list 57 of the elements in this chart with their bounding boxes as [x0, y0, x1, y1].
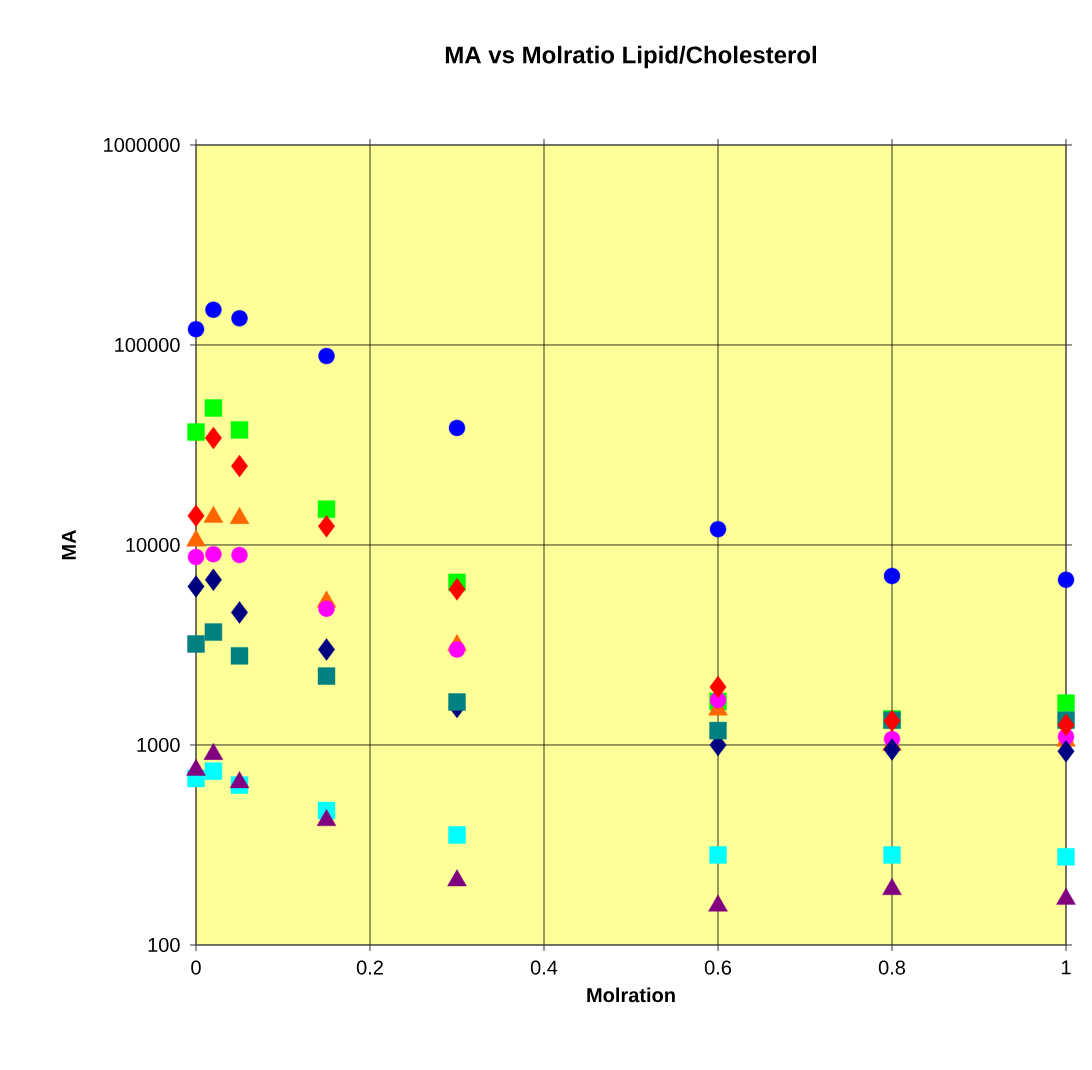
point: [709, 675, 727, 699]
point: [709, 721, 727, 740]
point: [317, 667, 336, 685]
point: [205, 545, 222, 563]
y-tick-label: 1000000: [104, 137, 180, 153]
point: [1057, 848, 1075, 866]
point: [230, 421, 249, 439]
x-tick-label: 0.8: [878, 960, 906, 975]
point: [187, 548, 205, 566]
point: [230, 647, 249, 665]
x-tick-label: 0.2: [356, 960, 383, 975]
point: [204, 426, 222, 450]
point: [1057, 740, 1075, 763]
point: [883, 738, 901, 761]
point: [187, 575, 205, 598]
point: [187, 635, 205, 653]
point: [448, 419, 466, 437]
point: [231, 454, 248, 478]
x-tick-label: 0.4: [530, 960, 558, 975]
point: [318, 347, 335, 365]
point: [231, 310, 248, 327]
point: [204, 762, 223, 780]
point: [448, 641, 466, 658]
point: [1057, 571, 1075, 588]
point: [448, 826, 466, 844]
x-tick-label: 1: [1061, 960, 1071, 975]
x-tick-label: 0.6: [704, 960, 732, 975]
x-axis-title: Molration: [587, 987, 675, 1003]
point: [1057, 694, 1075, 712]
point: [317, 500, 336, 518]
point: [231, 601, 248, 624]
y-tick-label: 1000: [137, 737, 180, 753]
point: [709, 846, 727, 864]
y-tick-label: 10000: [126, 537, 180, 553]
point: [1057, 713, 1075, 737]
point: [448, 578, 466, 601]
y-tick-label: 100: [148, 937, 180, 953]
point: [204, 399, 223, 417]
point: [187, 423, 205, 441]
x-tick-label: 0: [191, 960, 201, 975]
point: [205, 301, 222, 318]
y-axis-title: MA: [61, 529, 76, 560]
point: [318, 600, 335, 617]
point: [448, 693, 466, 711]
point: [231, 546, 248, 564]
point: [204, 568, 222, 591]
point: [883, 567, 901, 585]
point: [883, 709, 901, 733]
y-tick-label: 100000: [115, 337, 180, 353]
point: [709, 520, 727, 538]
point: [318, 515, 335, 538]
point: [883, 846, 901, 864]
chart-title: MA vs Molratio Lipid/Cholesterol: [445, 45, 816, 69]
point: [187, 504, 205, 527]
point: [204, 623, 223, 641]
point: [318, 638, 335, 661]
point: [187, 320, 205, 338]
